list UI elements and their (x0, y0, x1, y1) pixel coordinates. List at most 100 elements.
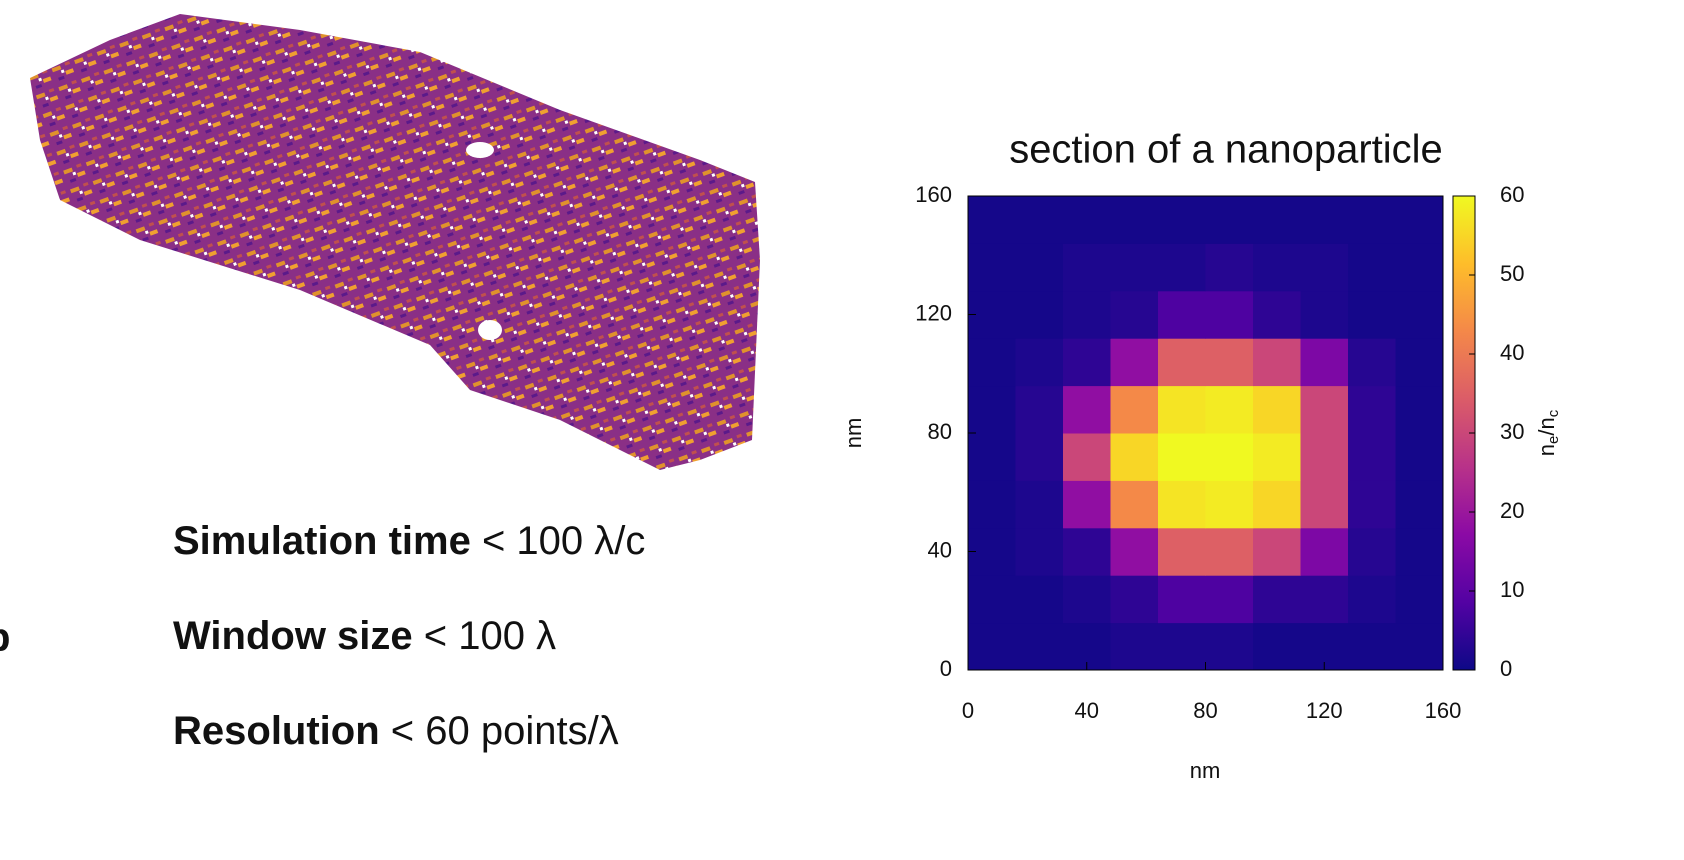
heatmap-cell (968, 243, 1016, 292)
colorbar-tick-label: 50 (1500, 261, 1524, 286)
y-tick-label: 120 (915, 300, 952, 325)
label-part: /n (1534, 417, 1559, 435)
cropped-text: p (0, 616, 10, 660)
heatmap-cell (1253, 433, 1301, 481)
heatmap-cell (1063, 527, 1111, 576)
heatmap-cell (1158, 527, 1206, 576)
label-part: n (1534, 444, 1559, 456)
label-sub: c (1545, 409, 1562, 417)
heatmap-cell (1158, 196, 1206, 244)
y-tick-label: 160 (915, 182, 952, 207)
heatmap-cell (1395, 433, 1444, 481)
heatmap-cell (968, 338, 1016, 387)
heatmap-cell (1300, 196, 1349, 244)
heatmap-cell (968, 575, 1016, 624)
heatmap-cell (1015, 196, 1064, 244)
x-tick-label: 80 (1193, 698, 1217, 723)
fact-key: Simulation time (173, 519, 471, 563)
heatmap-cell (968, 622, 1016, 671)
heatmap-cell (1348, 480, 1396, 529)
heatmap-cell (1205, 480, 1254, 529)
heatmap-cell (1205, 575, 1254, 624)
heatmap-cell (1348, 196, 1396, 244)
x-tick-label: 160 (1425, 698, 1462, 723)
heatmap-cell (1395, 575, 1444, 624)
heatmap-cell (1063, 575, 1111, 624)
heatmap-cell (1395, 338, 1444, 387)
heatmap-cell (1015, 622, 1064, 671)
heatmap-cell (1110, 290, 1159, 339)
heatmap-cell (1015, 480, 1064, 529)
heatmap-cell (1395, 622, 1444, 671)
heatmap-cell (1063, 433, 1111, 481)
heatmap-cell (1205, 622, 1254, 671)
heatmap-cell (1205, 338, 1254, 387)
heatmap-cell (1300, 385, 1349, 434)
fact-key: Resolution (173, 709, 380, 753)
heatmap-cell (1348, 290, 1396, 339)
heatmap-cell (1300, 527, 1349, 576)
x-tick-label: 40 (1075, 698, 1099, 723)
chart-title: section of a nanoparticle (1009, 128, 1443, 172)
colorbar-tick-label: 60 (1500, 182, 1524, 207)
heatmap-cell (1300, 433, 1349, 481)
heatmap-cell (968, 385, 1016, 434)
heatmap-cell (1253, 480, 1301, 529)
heatmap-cell (1205, 433, 1254, 481)
heatmap-cell (1348, 433, 1396, 481)
heatmap-cell (1205, 243, 1254, 292)
heatmap-cell (1300, 243, 1349, 292)
heatmap-cell (1015, 433, 1064, 481)
heatmap-cell (1395, 385, 1444, 434)
heatmap-cell (1205, 290, 1254, 339)
heatmap-cell (1063, 338, 1111, 387)
heatmap-cell (1253, 385, 1301, 434)
heatmap-cell (1348, 575, 1396, 624)
heatmap-cell (1300, 290, 1349, 339)
heatmap-cell (1300, 480, 1349, 529)
fact-value: < 60 points/λ (391, 709, 619, 753)
heatmap-cell (1110, 338, 1159, 387)
y-axis-label: nm (841, 418, 866, 449)
heatmap-cell (1205, 196, 1254, 244)
heatmap-cell (1015, 385, 1064, 434)
fact-value: < 100 λ (424, 614, 556, 658)
fact-value: < 100 λ/c (482, 519, 645, 563)
heatmap-cell (1395, 480, 1444, 529)
y-tick-label: 80 (928, 419, 952, 444)
colorbar-tick-label: 20 (1500, 498, 1524, 523)
heatmap-cell (1348, 243, 1396, 292)
heatmap-cell (1063, 290, 1111, 339)
heatmap-cell (1110, 385, 1159, 434)
heatmap-cell (1253, 290, 1301, 339)
heatmap-cell (1110, 480, 1159, 529)
x-tick-label: 0 (962, 698, 974, 723)
heatmap-cell (1253, 196, 1301, 244)
heatmap-cell (1110, 243, 1159, 292)
heatmap-cell (1015, 338, 1064, 387)
heatmap-cell (1348, 622, 1396, 671)
particle-hole (466, 142, 494, 158)
heatmap-cell (1205, 527, 1254, 576)
colorbar-tick-label: 30 (1500, 419, 1524, 444)
y-tick-label: 0 (940, 656, 952, 681)
fact-line: Resolution < 60 points/λ (173, 709, 619, 753)
fact-line: Window size < 100 λ (173, 614, 556, 658)
heatmap-cell (1158, 575, 1206, 624)
heatmap-cell (1015, 527, 1064, 576)
heatmap-cell (1063, 385, 1111, 434)
heatmap-cell (1063, 196, 1111, 244)
heatmap-cell (1063, 480, 1111, 529)
heatmap-cell (968, 433, 1016, 481)
heatmap-cell (1110, 575, 1159, 624)
heatmap-cell (1395, 527, 1444, 576)
heatmap-cell (1158, 243, 1206, 292)
y-tick-label: 40 (928, 537, 952, 562)
x-axis-label: nm (1190, 758, 1221, 783)
heatmap-cell (1253, 338, 1301, 387)
heatmap-cell (1110, 196, 1159, 244)
heatmap-cell (1253, 243, 1301, 292)
fact-key: Window size (173, 614, 413, 658)
heatmap-cell (1253, 622, 1301, 671)
particle-hole (478, 320, 502, 340)
